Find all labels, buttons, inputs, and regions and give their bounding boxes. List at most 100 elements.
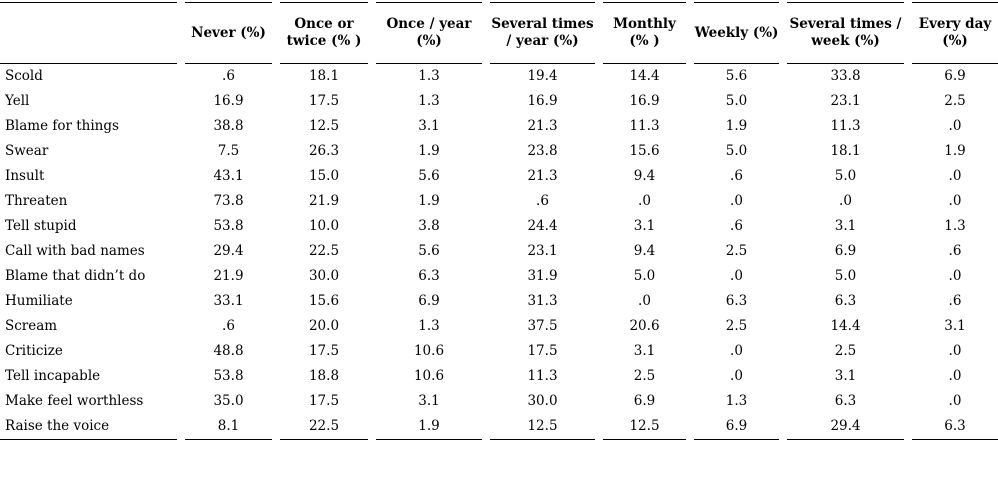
table-cell: 5.0 <box>633 268 656 285</box>
table-cell: 22.5 <box>308 243 340 260</box>
column-header: Several times / year (%) <box>490 2 595 64</box>
column-header: Several times / week (%) <box>787 2 904 64</box>
table-cell: 5.6 <box>418 168 440 185</box>
table-cell: 8.1 <box>185 414 272 440</box>
table-row: Threaten 73.8 21.9 1.9 .6 .0 .0 .0 .0 <box>0 189 998 214</box>
table-cell: 11.3 <box>629 118 660 135</box>
table-row: Make feel worthless 35.0 17.5 3.1 30.0 6.9 1.3… <box>0 389 998 414</box>
table-cell: 6.3 <box>912 414 998 440</box>
table-cell: 6.3 <box>834 393 857 410</box>
table-cell: 7.5 <box>217 143 240 160</box>
column-header: Every day (%) <box>912 2 998 64</box>
table-cell: 23.8 <box>527 143 558 160</box>
table-cell: 15.6 <box>629 143 660 160</box>
table-row: Scold .6 18.1 1.3 19.4 14.4 5.6 33.8 6.9 <box>0 64 998 89</box>
table-cell: 1.9 <box>725 118 748 135</box>
table-cell: 23.1 <box>830 93 861 110</box>
table-cell: 9.4 <box>633 243 656 260</box>
table-cell: 10.6 <box>413 343 445 360</box>
table-cell: 21.9 <box>213 268 244 285</box>
table-cell: 29.4 <box>213 243 244 260</box>
table-cell: .0 <box>948 343 962 360</box>
table-cell: 38.8 <box>213 118 244 135</box>
table-cell: 16.9 <box>629 93 660 110</box>
table-cell: .0 <box>948 393 962 410</box>
table-cell: 2.5 <box>944 93 966 110</box>
table-cell: 2.5 <box>834 343 857 360</box>
row-label-column-header <box>0 2 177 64</box>
table-cell: 22.5 <box>280 414 368 440</box>
table-cell: .0 <box>730 343 743 360</box>
table-cell: 3.1 <box>633 343 656 360</box>
table-cell: 1.3 <box>725 393 748 410</box>
table-cell: .0 <box>839 193 852 210</box>
table-cell: 2.5 <box>725 318 748 335</box>
table-row: Call with bad names 29.4 22.5 5.6 23.1 9.4 2.5… <box>0 239 998 264</box>
table-cell: 11.3 <box>527 368 558 385</box>
table-cell: 6.9 <box>944 68 966 85</box>
table-cell: 5.0 <box>725 93 748 110</box>
column-header: Once / year (%) <box>376 2 482 64</box>
table-cell: .6 <box>222 318 235 335</box>
table-cell: 18.1 <box>830 143 861 160</box>
table-cell: 12.5 <box>308 118 340 135</box>
table-cell: .0 <box>948 193 962 210</box>
table-cell: 30.0 <box>527 393 558 410</box>
table-cell: 21.3 <box>527 118 558 135</box>
row-label: Swear <box>5 143 49 160</box>
table-cell: .6 <box>730 168 743 185</box>
table-cell: 6.3 <box>725 293 748 310</box>
row-label: Call with bad names <box>5 243 145 260</box>
column-header: Never (%) <box>185 2 272 64</box>
table-cell: 43.1 <box>213 168 244 185</box>
table-cell: .0 <box>730 368 743 385</box>
table-cell: 53.8 <box>213 368 244 385</box>
table-cell: 12.5 <box>490 414 595 440</box>
table-cell: 15.0 <box>308 168 340 185</box>
table-cell: .6 <box>222 68 235 85</box>
table-cell: .0 <box>948 368 962 385</box>
table-cell: 48.8 <box>213 343 244 360</box>
row-label: Humiliate <box>5 293 73 310</box>
table-cell: 1.3 <box>944 218 966 235</box>
frequency-table: Never (%) Once or twice (% ) Once / year (… <box>0 2 998 440</box>
row-label: Tell stupid <box>5 218 77 235</box>
row-label: Insult <box>5 168 45 185</box>
row-label: Scold <box>5 68 43 85</box>
table-body: Scold .6 18.1 1.3 19.4 14.4 5.6 33.8 6.9 Yell 16.9… <box>0 64 998 440</box>
table-cell: 19.4 <box>527 68 558 85</box>
table-cell: 5.0 <box>834 268 857 285</box>
table-cell: 3.1 <box>418 393 440 410</box>
column-header: Monthly (% ) <box>603 2 686 64</box>
table-cell: .0 <box>948 168 962 185</box>
table-cell: 30.0 <box>308 268 340 285</box>
table-cell: 14.4 <box>830 318 861 335</box>
column-header: Weekly (%) <box>694 2 779 64</box>
table-cell: .0 <box>730 268 743 285</box>
row-label: Tell incapable <box>5 368 101 385</box>
row-label: Blame that didn’t do <box>5 268 146 285</box>
table-cell: 5.0 <box>834 168 857 185</box>
table-cell: 15.6 <box>308 293 340 310</box>
table-row: Blame for things 38.8 12.5 3.1 21.3 11.3 1.9 11… <box>0 114 998 139</box>
table-cell: .0 <box>638 193 651 210</box>
table-cell: 20.6 <box>629 318 660 335</box>
table-cell: 1.3 <box>418 318 440 335</box>
table-cell: 33.8 <box>830 68 861 85</box>
table-cell: 9.4 <box>633 168 656 185</box>
table-cell: 6.9 <box>633 393 656 410</box>
column-header: Once or twice (% ) <box>280 2 368 64</box>
table-cell: .0 <box>948 268 962 285</box>
table-cell: 6.9 <box>418 293 440 310</box>
table-cell: 33.1 <box>213 293 244 310</box>
table-cell: 3.8 <box>418 218 440 235</box>
table-cell: 18.1 <box>308 68 340 85</box>
table-cell: 2.5 <box>725 243 748 260</box>
table-cell: 11.3 <box>830 118 861 135</box>
table-cell: 5.0 <box>725 143 748 160</box>
table-cell: 16.9 <box>213 93 244 110</box>
table-cell: 3.1 <box>944 318 966 335</box>
table-cell: 3.1 <box>633 218 656 235</box>
row-label: Threaten <box>5 193 68 210</box>
